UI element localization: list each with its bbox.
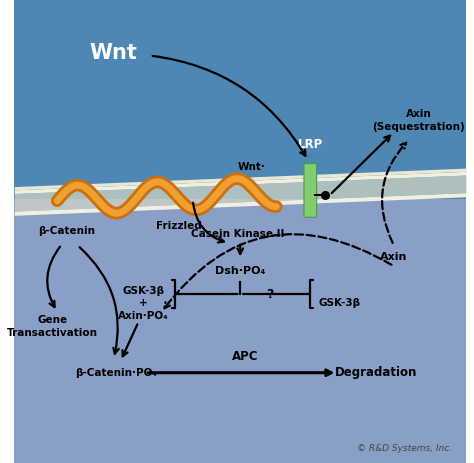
Text: β-Catenin: β-Catenin: [38, 226, 95, 237]
Text: Wnt·: Wnt·: [237, 162, 265, 172]
Bar: [14, 0, 466, 208]
Bar: [14, 199, 466, 463]
Text: GSK-3β
+
Axin·PO₄: GSK-3β + Axin·PO₄: [118, 286, 168, 321]
Text: LRP: LRP: [298, 138, 323, 151]
Text: Axin: Axin: [380, 252, 408, 262]
Text: Frizzled: Frizzled: [156, 221, 202, 231]
Text: Dsh·PO₄: Dsh·PO₄: [215, 266, 265, 276]
Text: © R&D Systems, Inc.: © R&D Systems, Inc.: [357, 444, 453, 453]
Text: Casein Kinase II: Casein Kinase II: [191, 229, 285, 239]
Text: Axin
(Sequestration): Axin (Sequestration): [373, 109, 465, 131]
Text: β-Catenin·PO₄: β-Catenin·PO₄: [75, 368, 157, 378]
Text: ?: ?: [266, 288, 273, 300]
Text: GSK-3β: GSK-3β: [319, 298, 361, 308]
Text: Degradation: Degradation: [335, 366, 417, 379]
Text: Gene
Transactivation: Gene Transactivation: [7, 315, 98, 338]
Text: Wnt: Wnt: [90, 43, 137, 63]
Text: APC: APC: [231, 350, 258, 363]
FancyBboxPatch shape: [304, 163, 317, 217]
